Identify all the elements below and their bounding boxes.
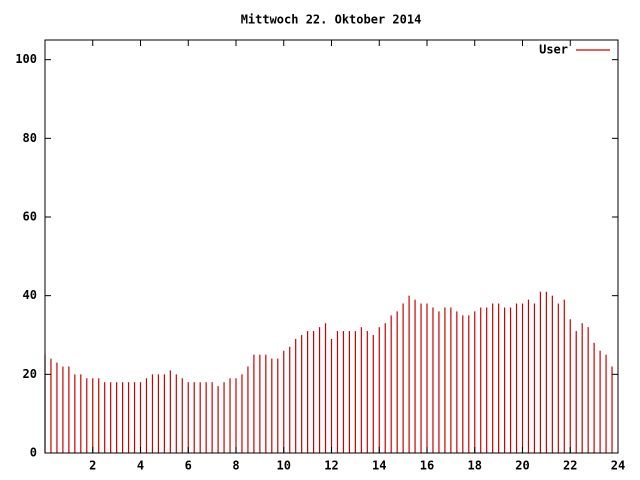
x-tick-label: 20 <box>515 459 529 473</box>
y-tick-label: 40 <box>23 288 37 302</box>
chart-title: Mittwoch 22. Oktober 2014 <box>241 13 422 27</box>
y-tick-label: 100 <box>15 52 37 66</box>
x-tick-label: 10 <box>277 459 291 473</box>
y-tick-label: 60 <box>23 210 37 224</box>
x-tick-label: 2 <box>89 459 96 473</box>
x-tick-label: 16 <box>420 459 434 473</box>
x-tick-label: 8 <box>232 459 239 473</box>
x-tick-label: 6 <box>185 459 192 473</box>
x-tick-label: 14 <box>372 459 386 473</box>
y-tick-label: 20 <box>23 367 37 381</box>
legend-label: User <box>539 43 568 57</box>
x-tick-label: 12 <box>324 459 338 473</box>
y-tick-label: 0 <box>30 446 37 460</box>
plot-frame <box>44 39 619 454</box>
x-tick-label: 4 <box>137 459 144 473</box>
x-tick-label: 18 <box>468 459 482 473</box>
x-tick-label: 24 <box>611 459 625 473</box>
x-tick-label: 22 <box>563 459 577 473</box>
y-tick-label: 80 <box>23 131 37 145</box>
